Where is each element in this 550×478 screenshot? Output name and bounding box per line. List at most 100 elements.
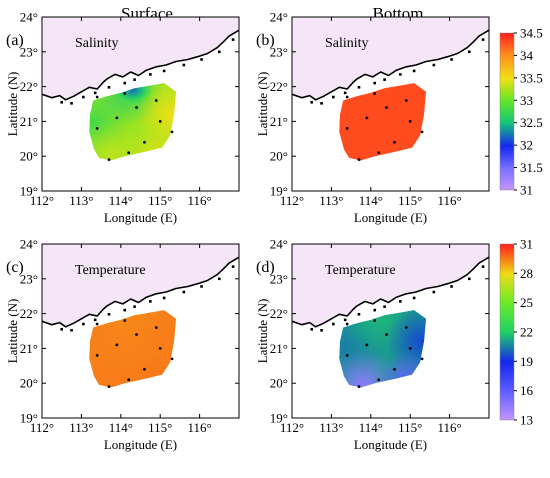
station-point bbox=[95, 322, 99, 326]
colorbar-tick-label: 25 bbox=[520, 295, 533, 310]
station-point bbox=[95, 126, 99, 130]
colorbar-tick-label: 31 bbox=[520, 183, 533, 198]
land-area bbox=[42, 17, 239, 100]
x-tick-label: 112° bbox=[280, 420, 304, 435]
panel-title: Temperature bbox=[325, 263, 396, 278]
island bbox=[450, 285, 453, 288]
map-frame bbox=[291, 16, 490, 192]
land-area bbox=[42, 244, 239, 327]
island bbox=[60, 327, 63, 331]
station-point bbox=[373, 319, 377, 322]
island bbox=[310, 327, 313, 331]
colorbar-salinity: 31 31.5 32 32.5 33 33.5 34 34.5 bbox=[499, 26, 543, 198]
station-point bbox=[127, 151, 131, 155]
colorbar-tick-label: 32 bbox=[520, 138, 533, 153]
colorbar-tick-label: 16 bbox=[520, 383, 534, 398]
island bbox=[162, 69, 166, 73]
x-tick-label: 116° bbox=[187, 193, 211, 208]
field-salinity bbox=[339, 83, 426, 161]
island bbox=[412, 296, 416, 300]
y-tick-label: 19° bbox=[20, 411, 38, 426]
x-tick-label: 113° bbox=[69, 193, 93, 208]
island bbox=[200, 58, 203, 61]
field-blob-south bbox=[339, 122, 399, 161]
island bbox=[432, 63, 436, 67]
island bbox=[182, 290, 186, 294]
island bbox=[450, 58, 453, 61]
x-tick-label: 114° bbox=[109, 420, 133, 435]
island bbox=[432, 290, 436, 294]
island bbox=[399, 73, 402, 76]
island bbox=[383, 78, 386, 81]
y-tick-label: 24° bbox=[270, 237, 288, 252]
colorbar-tick-label: 33.5 bbox=[520, 70, 543, 85]
map-frame bbox=[41, 243, 240, 419]
colorbar-temperature: 13 16 19 22 25 28 31 bbox=[499, 237, 534, 428]
x-tick-label: 113° bbox=[69, 420, 93, 435]
station-point bbox=[143, 367, 146, 371]
island bbox=[231, 265, 235, 268]
colorbar-gradient bbox=[499, 32, 515, 191]
island bbox=[481, 38, 485, 41]
land-area bbox=[292, 17, 489, 100]
x-axis-label: Longitude (E) bbox=[354, 210, 427, 225]
island bbox=[373, 308, 377, 312]
island bbox=[399, 300, 402, 303]
x-tick-label: 114° bbox=[109, 193, 133, 208]
station-point bbox=[170, 357, 174, 361]
x-axis-label: Longitude (E) bbox=[104, 210, 177, 225]
island bbox=[218, 50, 221, 54]
colorbar-tick-label: 34 bbox=[520, 48, 534, 63]
y-tick-label: 24° bbox=[20, 237, 38, 252]
coastline bbox=[42, 256, 239, 328]
x-tick-label: 113° bbox=[319, 420, 343, 435]
coastline bbox=[292, 29, 489, 101]
field-blob-south bbox=[89, 122, 149, 161]
y-tick-label: 23° bbox=[20, 271, 38, 286]
x-tick-label: 113° bbox=[319, 193, 343, 208]
x-tick-label: 112° bbox=[30, 193, 54, 208]
island bbox=[218, 277, 221, 281]
station-point bbox=[385, 106, 388, 109]
y-tick-label: 24° bbox=[270, 10, 288, 25]
x-tick-label: 116° bbox=[437, 420, 461, 435]
panel-title: Salinity bbox=[325, 36, 369, 51]
island bbox=[123, 81, 127, 85]
station-point bbox=[115, 343, 119, 347]
station-point bbox=[420, 357, 424, 361]
station-point bbox=[345, 126, 349, 130]
station-point bbox=[365, 116, 369, 120]
y-tick-label: 23° bbox=[270, 271, 288, 286]
coastline bbox=[42, 29, 239, 101]
station-point bbox=[127, 378, 131, 382]
y-tick-label: 21° bbox=[270, 341, 288, 356]
x-tick-label: 116° bbox=[187, 420, 211, 435]
station-point bbox=[408, 347, 412, 350]
y-tick-label: 20° bbox=[270, 376, 288, 391]
island bbox=[82, 322, 85, 326]
station-point bbox=[158, 120, 162, 123]
colorbar-tick-label: 34.5 bbox=[520, 26, 543, 41]
colorbar-tick-label: 32.5 bbox=[520, 115, 543, 130]
station-point bbox=[95, 353, 99, 357]
colorbar-gradient bbox=[499, 243, 515, 421]
field-blob-south bbox=[339, 349, 399, 388]
y-tick-label: 20° bbox=[270, 149, 288, 164]
colorbar-tick-label: 33 bbox=[520, 93, 533, 108]
x-tick-label: 115° bbox=[398, 420, 422, 435]
panel-label: (c) bbox=[6, 259, 24, 276]
coastline bbox=[292, 256, 489, 328]
station-point bbox=[154, 99, 158, 102]
map-panel-3: 112° 113° 114° 115° 116° 19° 20° 21° 22° 23° 24° Lo… bbox=[5, 237, 240, 452]
station-point bbox=[115, 116, 119, 120]
y-axis-label: Latitude (N) bbox=[5, 72, 20, 137]
island bbox=[107, 312, 111, 316]
x-axis-label: Longitude (E) bbox=[104, 437, 177, 452]
station-point bbox=[385, 333, 388, 336]
y-tick-label: 20° bbox=[20, 376, 38, 391]
station-point bbox=[345, 95, 349, 99]
y-tick-label: 22° bbox=[270, 306, 288, 321]
colorbars: 31 31.5 32 32.5 33 33.5 34 34.5 13 16 19 22 25 28 31 bbox=[499, 26, 543, 428]
island bbox=[332, 322, 335, 326]
map-frame bbox=[41, 16, 240, 192]
